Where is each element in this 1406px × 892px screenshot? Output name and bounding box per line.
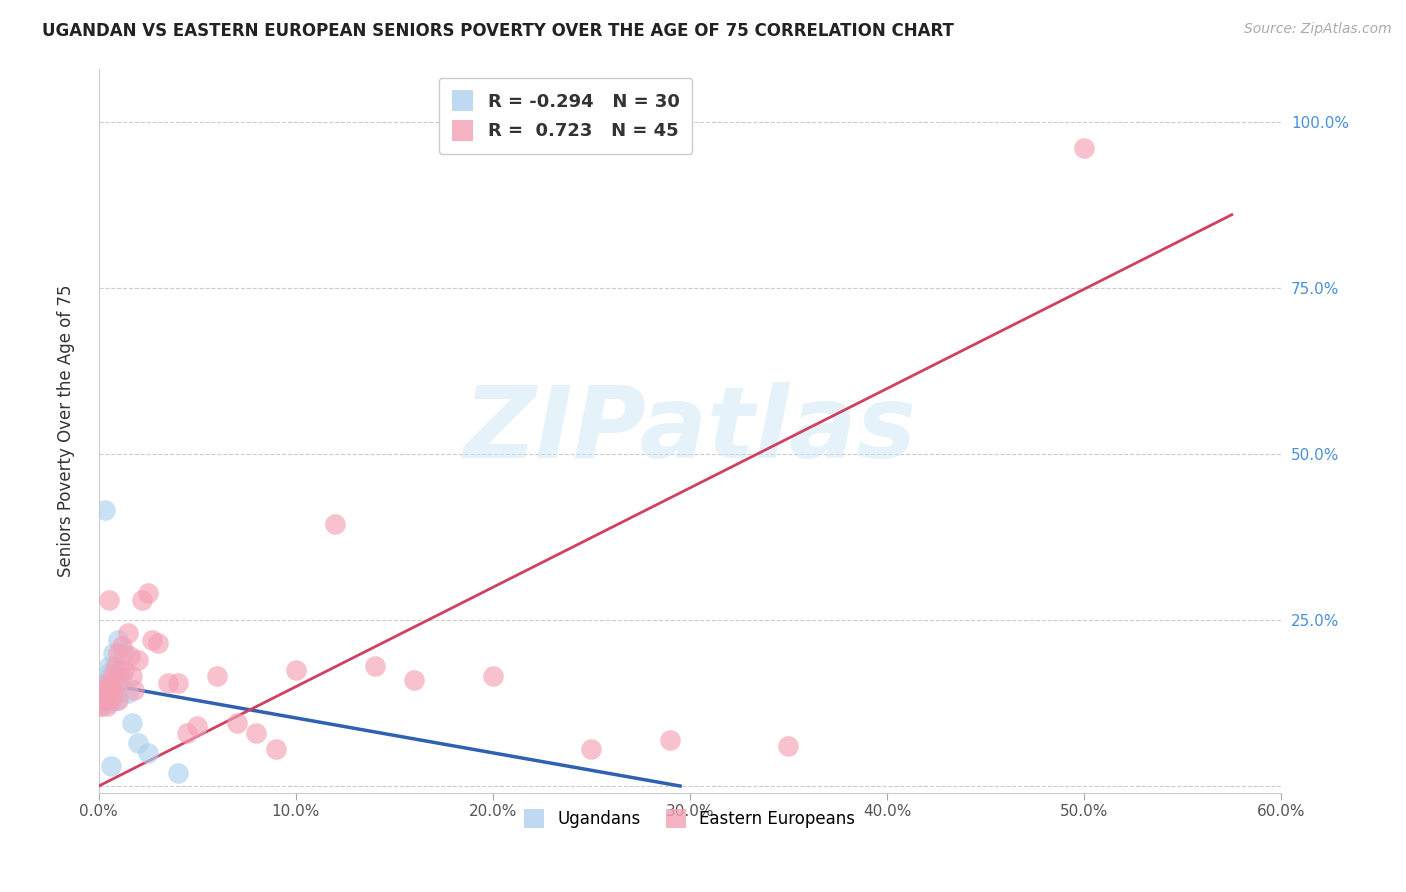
Point xyxy=(166,676,188,690)
Point xyxy=(404,673,426,687)
Point xyxy=(131,593,153,607)
Point xyxy=(778,739,800,753)
Point xyxy=(136,746,159,760)
Text: ZIPatlas: ZIPatlas xyxy=(464,382,917,479)
Point xyxy=(141,632,163,647)
Point xyxy=(105,682,128,697)
Point xyxy=(120,649,142,664)
Point xyxy=(93,679,115,693)
Point xyxy=(100,679,122,693)
Point xyxy=(96,676,118,690)
Point xyxy=(225,715,247,730)
Point xyxy=(91,676,114,690)
Point xyxy=(101,686,124,700)
Point xyxy=(101,646,124,660)
Legend: Ugandans, Eastern Europeans: Ugandans, Eastern Europeans xyxy=(517,803,862,835)
Point xyxy=(117,626,139,640)
Point xyxy=(93,503,115,517)
Point xyxy=(91,686,114,700)
Text: Source: ZipAtlas.com: Source: ZipAtlas.com xyxy=(1244,22,1392,37)
Point xyxy=(93,686,115,700)
Point xyxy=(90,699,112,714)
Point xyxy=(186,719,208,733)
Point xyxy=(101,682,124,697)
Point xyxy=(117,686,139,700)
Point xyxy=(112,663,135,677)
Point xyxy=(121,669,143,683)
Point xyxy=(103,679,125,693)
Point xyxy=(93,692,115,706)
Point xyxy=(100,679,122,693)
Point xyxy=(110,663,132,677)
Point xyxy=(100,669,122,683)
Point xyxy=(96,673,118,687)
Point xyxy=(101,669,124,683)
Point xyxy=(97,686,120,700)
Point xyxy=(363,659,385,673)
Point xyxy=(245,726,267,740)
Y-axis label: Seniors Poverty Over the Age of 75: Seniors Poverty Over the Age of 75 xyxy=(58,285,75,577)
Point xyxy=(284,663,307,677)
Text: UGANDAN VS EASTERN EUROPEAN SENIORS POVERTY OVER THE AGE OF 75 CORRELATION CHART: UGANDAN VS EASTERN EUROPEAN SENIORS POVE… xyxy=(42,22,955,40)
Point xyxy=(97,659,120,673)
Point xyxy=(100,759,122,773)
Point xyxy=(581,742,603,756)
Point xyxy=(127,653,149,667)
Point xyxy=(107,632,129,647)
Point xyxy=(205,669,228,683)
Point xyxy=(111,640,134,654)
Point xyxy=(112,646,135,660)
Point xyxy=(97,666,120,681)
Point xyxy=(103,663,125,677)
Point xyxy=(127,736,149,750)
Point xyxy=(97,696,120,710)
Point xyxy=(91,692,114,706)
Point xyxy=(166,765,188,780)
Point xyxy=(96,682,118,697)
Point xyxy=(136,586,159,600)
Point xyxy=(1073,141,1095,155)
Point xyxy=(107,692,129,706)
Point xyxy=(176,726,198,740)
Point xyxy=(105,676,128,690)
Point xyxy=(146,636,169,650)
Point xyxy=(96,690,118,704)
Point xyxy=(264,742,287,756)
Point xyxy=(659,732,682,747)
Point xyxy=(482,669,505,683)
Point xyxy=(100,692,122,706)
Point xyxy=(93,682,115,697)
Point xyxy=(121,715,143,730)
Point xyxy=(122,682,145,697)
Point xyxy=(105,692,128,706)
Point xyxy=(156,676,179,690)
Point xyxy=(323,516,346,531)
Point xyxy=(107,676,129,690)
Point xyxy=(103,659,125,673)
Point xyxy=(96,699,118,714)
Point xyxy=(97,593,120,607)
Point xyxy=(111,669,134,683)
Point xyxy=(107,646,129,660)
Point xyxy=(90,699,112,714)
